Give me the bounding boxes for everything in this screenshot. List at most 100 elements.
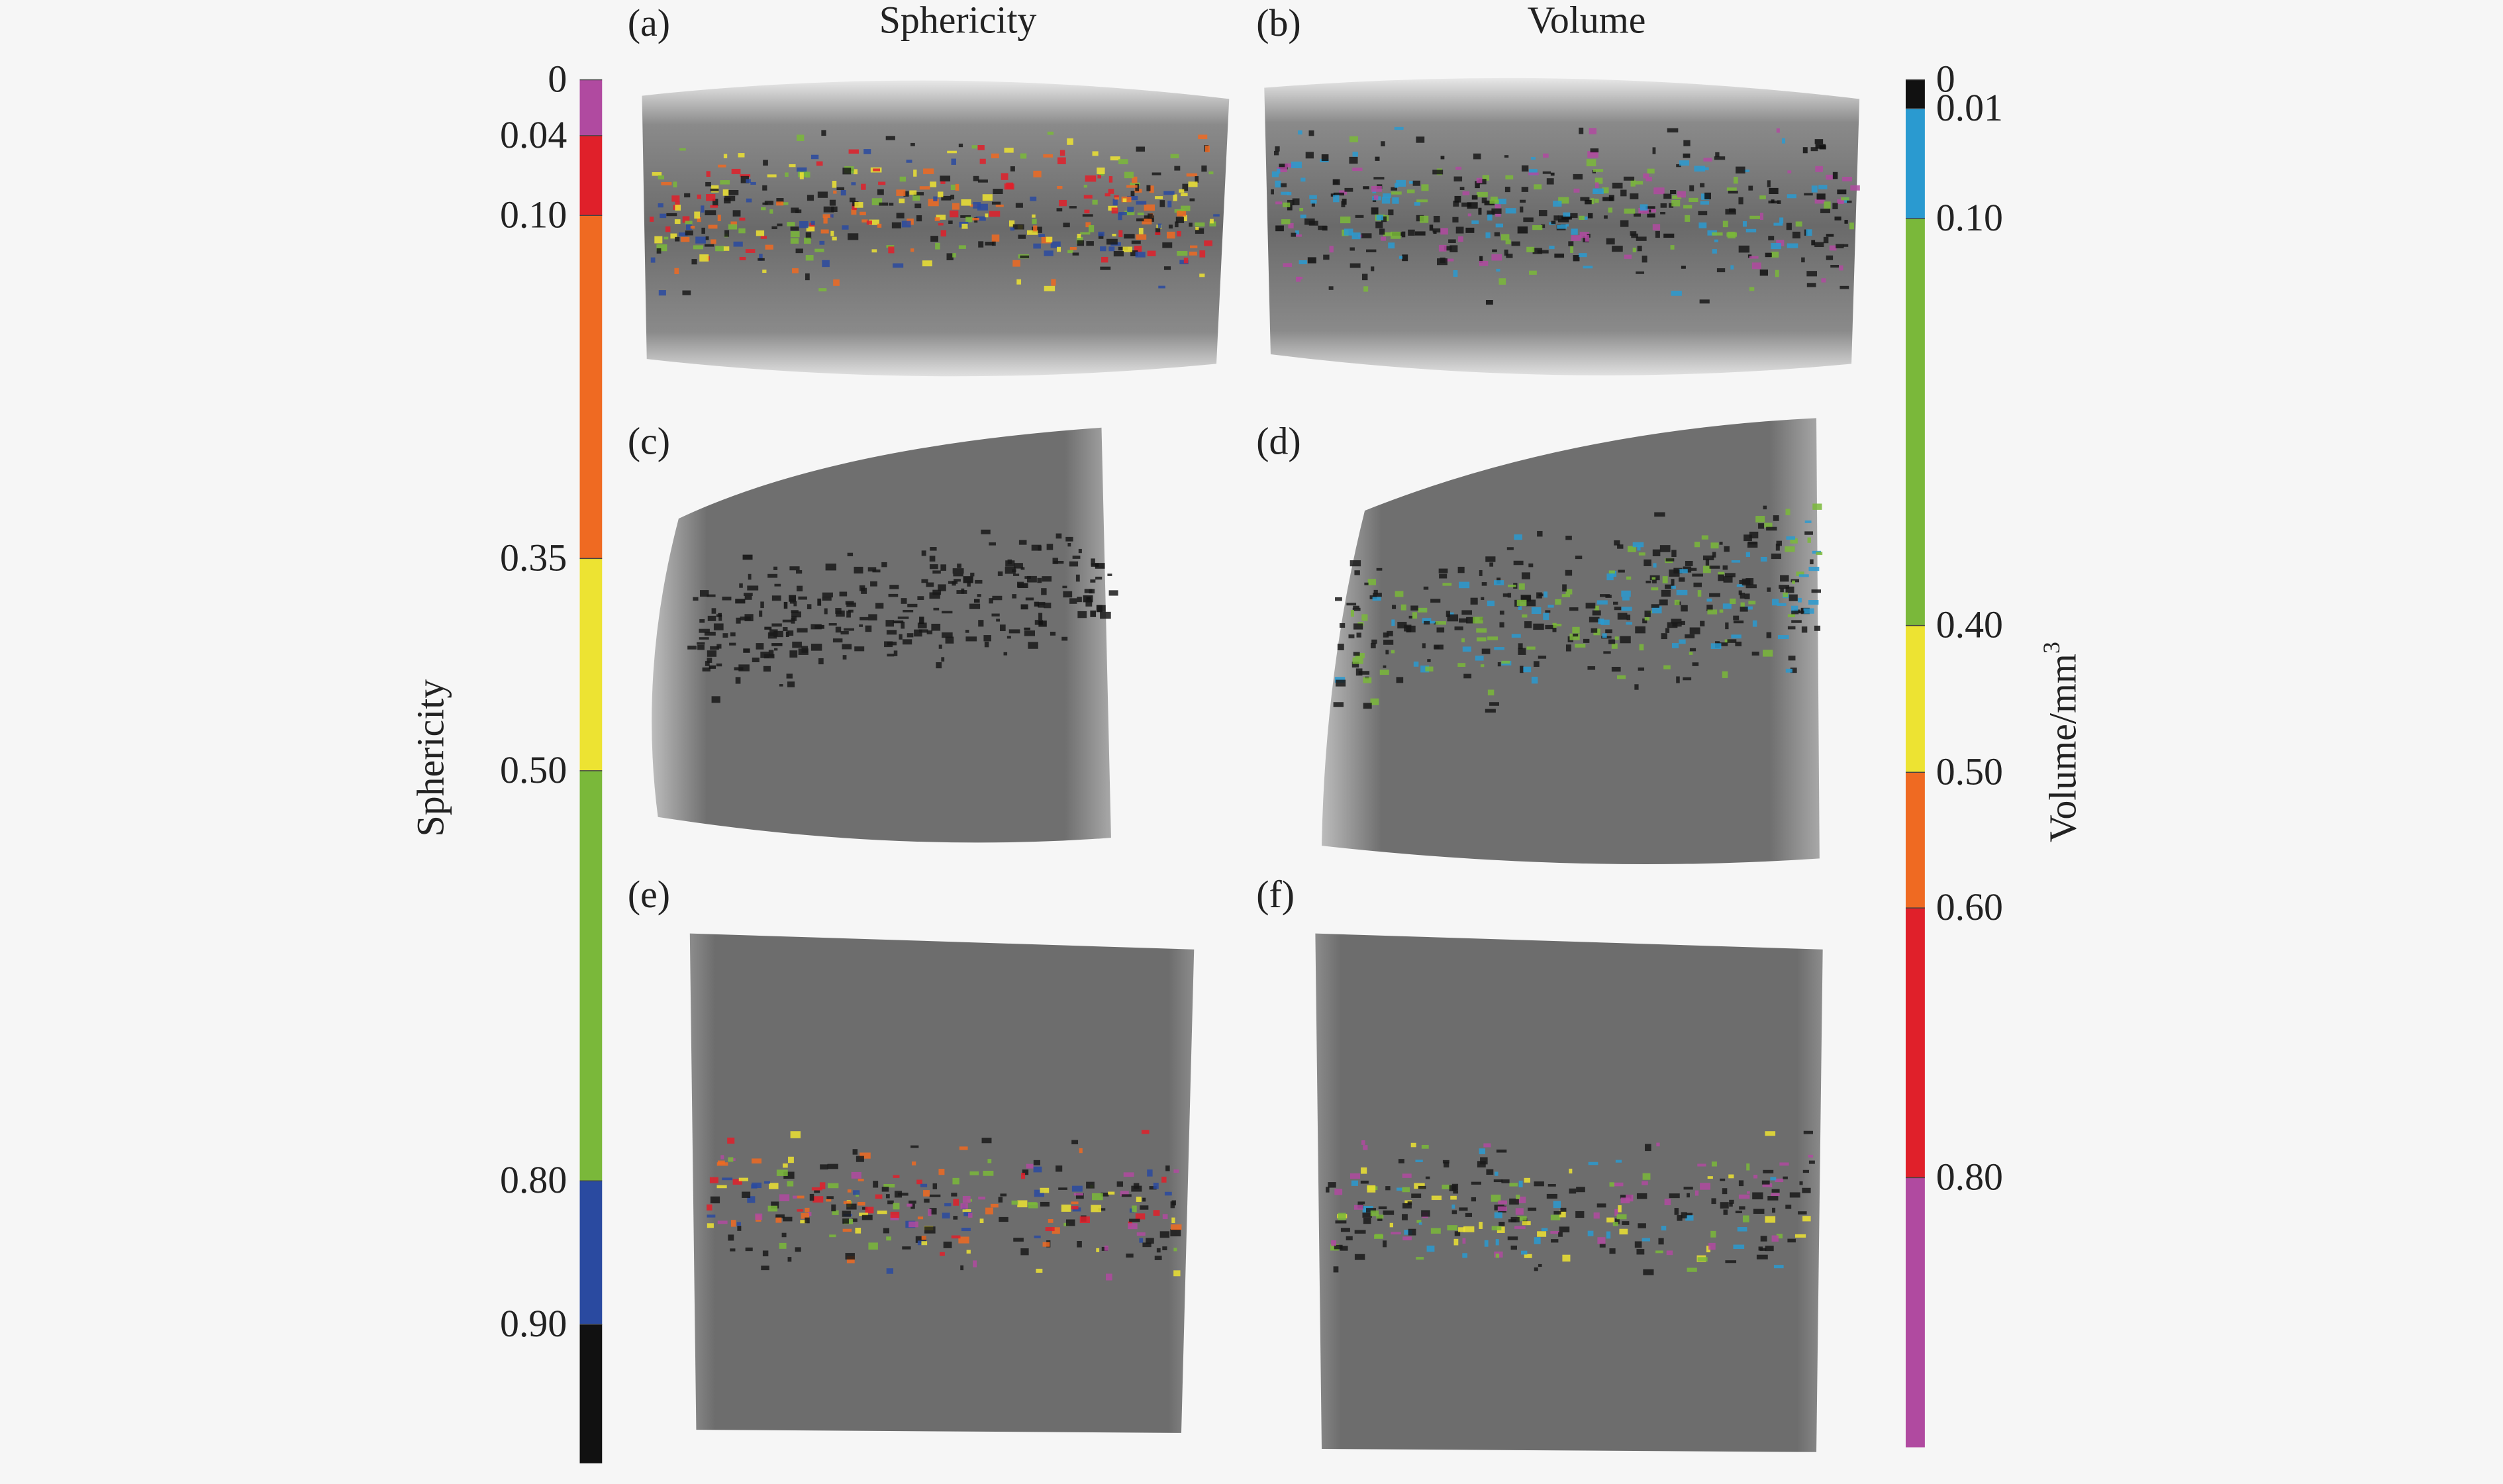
pore (1786, 536, 1795, 540)
pore (715, 246, 725, 252)
pore (1748, 185, 1753, 191)
pore (1042, 1242, 1050, 1247)
pore (1113, 251, 1124, 257)
pore (1371, 266, 1375, 272)
pore (951, 1235, 961, 1239)
pore (997, 571, 1003, 576)
pore (1487, 210, 1495, 215)
pore (1006, 636, 1011, 639)
pore (1333, 702, 1344, 707)
pore (1811, 240, 1816, 246)
pore (940, 564, 947, 571)
pore (1095, 563, 1105, 569)
pore (948, 221, 953, 224)
colorbar-segment (1905, 1177, 1925, 1448)
pore (1663, 233, 1675, 238)
pore (699, 637, 709, 640)
pore (1679, 160, 1689, 166)
pore (1530, 157, 1536, 160)
pore (1018, 540, 1027, 545)
pore (829, 1234, 836, 1238)
pore (1571, 228, 1578, 235)
pore (946, 253, 954, 261)
pore (1038, 603, 1045, 608)
pore (1162, 242, 1173, 248)
pore (1153, 1210, 1160, 1216)
pore (1707, 609, 1718, 615)
pore (674, 268, 679, 274)
pore (1012, 569, 1016, 573)
pore (1775, 1178, 1784, 1183)
pore (716, 614, 720, 617)
pore (1599, 1243, 1606, 1248)
pore (1275, 146, 1280, 152)
pore (1712, 232, 1723, 236)
pore (1422, 643, 1426, 649)
pore (883, 1183, 895, 1188)
pore (1485, 556, 1496, 562)
pore (722, 596, 732, 601)
pore (805, 232, 812, 239)
pore (907, 1203, 912, 1207)
pore (1392, 605, 1397, 609)
pore (1720, 1202, 1729, 1209)
pore (1543, 613, 1549, 620)
pore (830, 230, 834, 236)
pore (1830, 265, 1840, 268)
pore (1044, 603, 1052, 609)
pore (1291, 162, 1302, 168)
pore (955, 183, 959, 191)
pore (1553, 623, 1562, 626)
pore (775, 1217, 782, 1223)
pore (1674, 599, 1680, 605)
pore (1749, 215, 1760, 219)
pore (1538, 1263, 1542, 1267)
pore (1518, 643, 1523, 650)
pore (1389, 1222, 1393, 1228)
pore (1477, 191, 1488, 197)
pore (1742, 221, 1747, 227)
pore (877, 1211, 887, 1214)
pore (1371, 185, 1382, 192)
pore (1038, 613, 1043, 620)
pore (779, 1242, 787, 1249)
pore (1024, 576, 1031, 579)
pore (1487, 636, 1498, 640)
pore (942, 611, 953, 614)
pore (797, 167, 807, 172)
pore (1085, 599, 1093, 607)
pore (1569, 607, 1579, 611)
pore (1461, 638, 1465, 642)
pore (1681, 620, 1685, 625)
pore (1669, 1193, 1680, 1199)
pore (1353, 605, 1359, 609)
pore (1771, 1193, 1780, 1197)
pore (783, 1163, 788, 1168)
pore (769, 1183, 779, 1189)
pore (1671, 579, 1675, 586)
pore (1653, 187, 1665, 195)
pore (1672, 195, 1682, 199)
pore (1674, 1208, 1679, 1215)
pore (747, 585, 759, 591)
pore (1804, 520, 1812, 523)
pore (1310, 199, 1317, 204)
pore (844, 628, 854, 631)
pore (1048, 1218, 1054, 1223)
pore (1075, 1193, 1084, 1199)
pore (1281, 191, 1289, 195)
pore (1614, 636, 1619, 640)
pore (762, 1250, 769, 1257)
pore (1697, 1257, 1708, 1262)
pore (1079, 1216, 1090, 1224)
pore (1154, 1256, 1162, 1260)
pore (1575, 1211, 1585, 1218)
pore (1620, 1197, 1630, 1204)
pore (981, 529, 991, 534)
pore (1513, 560, 1524, 566)
pore (678, 232, 688, 236)
pore (1186, 173, 1198, 177)
pore (865, 625, 872, 632)
pore (684, 193, 691, 198)
pore (764, 201, 774, 205)
